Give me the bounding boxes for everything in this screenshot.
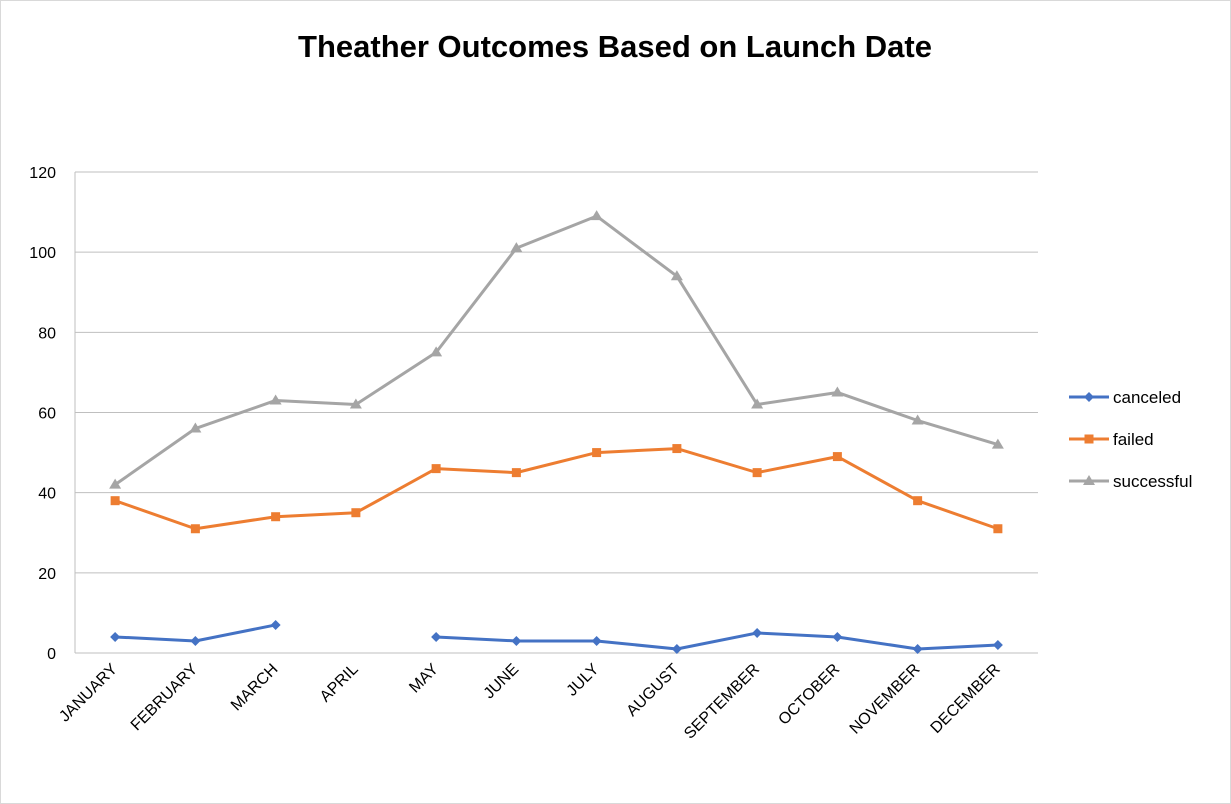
data-point-canceled [992, 639, 1003, 650]
data-point-canceled [832, 631, 843, 642]
data-point-failed [592, 448, 602, 458]
legend-marker [1084, 392, 1094, 402]
legend: canceled failed successful [1069, 388, 1192, 491]
data-point-successful [109, 478, 122, 489]
data-point-canceled [110, 631, 121, 642]
data-point-failed [832, 452, 842, 462]
data-point-canceled [431, 631, 442, 642]
data-point-successful [430, 346, 443, 357]
data-point-canceled [671, 643, 682, 654]
data-point-successful [670, 270, 683, 281]
x-tick-label: OCTOBER [775, 661, 843, 729]
data-point-successful [189, 422, 202, 433]
legend-label: successful [1113, 472, 1192, 491]
data-point-failed [351, 508, 361, 518]
series-failed [110, 444, 1003, 534]
data-point-failed [511, 468, 521, 478]
y-tick-label: 0 [47, 646, 56, 663]
x-tick-label: MARCH [228, 661, 282, 715]
data-point-failed [271, 512, 281, 522]
y-tick-label: 120 [29, 165, 56, 182]
gridlines [74, 171, 1038, 654]
y-tick-label: 40 [38, 486, 56, 503]
series-canceled [110, 619, 1003, 654]
data-point-successful [349, 398, 362, 409]
x-tick-label: MAY [406, 661, 442, 697]
legend-marker [1084, 434, 1094, 444]
data-point-failed [993, 524, 1003, 534]
data-point-successful [911, 414, 924, 425]
data-point-canceled [511, 635, 522, 646]
series-line-failed [114, 447, 999, 531]
data-point-successful [831, 386, 844, 397]
x-tick-label: DECEMBER [928, 661, 1004, 737]
x-tick-label: NOVEMBER [847, 661, 924, 738]
data-point-failed [190, 524, 200, 534]
data-point-failed [913, 496, 923, 506]
y-tick-label: 20 [38, 566, 56, 583]
data-point-successful [269, 394, 282, 405]
y-axis-tick-labels: 0 20 40 60 80 100 120 [29, 165, 56, 663]
series-line-successful [114, 214, 999, 486]
data-point-failed [752, 468, 762, 478]
y-tick-label: 100 [29, 245, 56, 262]
data-point-canceled [270, 619, 281, 630]
legend-label: canceled [1113, 388, 1181, 407]
data-point-canceled [190, 635, 201, 646]
data-point-canceled [912, 643, 923, 654]
data-point-successful [510, 242, 523, 253]
x-tick-label: APRIL [317, 661, 362, 706]
x-tick-label: JUNE [481, 661, 523, 703]
data-point-canceled [591, 635, 602, 646]
legend-marker [1083, 475, 1095, 485]
x-tick-label: AUGUST [624, 661, 683, 720]
x-axis-tick-labels: JANUARY FEBRUARY MARCH APRIL MAY JUNE JULY AUGU… [56, 661, 1003, 743]
x-tick-label: SEPTEMBER [681, 661, 763, 743]
data-point-successful [751, 398, 764, 409]
series-lines [109, 210, 1004, 654]
data-point-failed [672, 444, 682, 454]
legend-label: failed [1113, 430, 1154, 449]
data-point-successful [590, 210, 603, 221]
y-tick-label: 60 [38, 406, 56, 423]
series-successful [109, 210, 1004, 489]
series-line-canceled [436, 631, 998, 651]
data-point-successful [991, 438, 1004, 449]
data-point-canceled [752, 627, 763, 638]
x-tick-label: JANUARY [56, 661, 121, 726]
data-point-failed [431, 464, 441, 474]
legend-item-successful: successful [1069, 472, 1192, 491]
data-point-failed [110, 496, 120, 506]
x-tick-label: FEBRUARY [128, 661, 202, 735]
legend-item-failed: failed [1069, 430, 1154, 449]
y-tick-label: 80 [38, 325, 56, 342]
legend-item-canceled: canceled [1069, 388, 1181, 407]
chart-title: Theather Outcomes Based on Launch Date [298, 29, 932, 64]
x-tick-label: JULY [564, 661, 603, 700]
